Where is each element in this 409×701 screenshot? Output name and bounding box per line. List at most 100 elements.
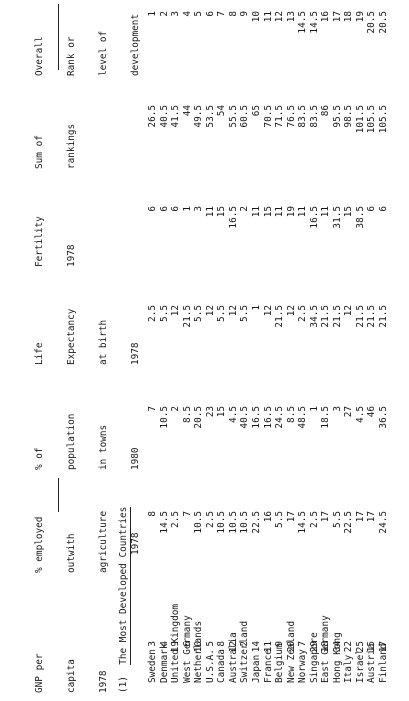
cell-life-expectancy: 12: [204, 305, 216, 317]
cell-population: 16.5: [250, 406, 262, 429]
cell-overall-rank: 17: [331, 11, 343, 23]
cell-fertility: 16.5: [308, 206, 320, 229]
cell-overall-rank: 9: [239, 11, 251, 17]
cell-overall-rank: 20.5: [378, 11, 389, 34]
cell-overall-rank: 16: [320, 11, 332, 23]
cell-population: 48.5: [297, 406, 309, 429]
table-row: East Germany 18 17 18.5 21.5 11 86 16: [320, 0, 331, 701]
table-row: Netherlands 10 10.5 20.5 5.5 3 49.5 5: [193, 0, 204, 701]
table-row: Israel 25 17 4.5 21.5 38.5 101.5 19: [355, 0, 366, 701]
table-row: Austria 15 17 46 21.5 6 105.5 20.5: [366, 0, 377, 701]
header-overall-rank: Overall Rank or level of development: [34, 13, 141, 76]
cell-employed: 2.5: [308, 511, 320, 528]
cell-overall-rank: 18: [343, 11, 355, 23]
table-row: Belgium 9 5.5 24.5 21.5 11 71.5 12: [274, 0, 285, 701]
cell-sum-of-rankings: 60.5: [239, 105, 251, 128]
cell-population: 46: [366, 406, 378, 418]
cell-sum-of-rankings: 71.5: [274, 105, 286, 128]
cell-gnp: 2: [239, 641, 251, 647]
cell-fertility: 1: [181, 206, 193, 212]
cell-gnp: 12: [227, 641, 239, 653]
cell-employed: 14.5: [158, 511, 170, 534]
cell-sum-of-rankings: 105.5: [378, 105, 389, 134]
cell-sum-of-rankings: 101.5: [354, 105, 366, 134]
cell-population: 20.5: [193, 406, 205, 429]
cell-overall-rank: 20.5: [366, 11, 378, 34]
rule-employed: [58, 478, 59, 512]
cell-life-expectancy: 12: [343, 305, 355, 317]
cell-fertility: 15: [262, 206, 274, 218]
cell-gnp: 22: [343, 641, 355, 653]
table-row: Finland 17 24.5 36.5 21.5 6 105.5 20.5: [378, 0, 389, 701]
cell-population: 7: [147, 406, 158, 412]
cell-life-expectancy: 12: [170, 305, 182, 317]
cell-life-expectancy: 21.5: [354, 305, 366, 328]
table-row: West Germany 6 7 8.5 21.5 1 44 4: [182, 0, 193, 701]
cell-gnp: 17: [378, 641, 389, 653]
cell-life-expectancy: 12: [285, 305, 297, 317]
table-row: Denmark 4 14.5 10.5 5.5 6 40.5 2: [159, 0, 170, 701]
cell-sum-of-rankings: 83.5: [297, 105, 309, 128]
table-row: Japan 14 22.5 16.5 1 11 65 10: [251, 0, 262, 701]
cell-population: 8.5: [181, 406, 193, 423]
table-row: Sweden 3 8 7 2.5 6 26.5 1: [147, 0, 158, 701]
cell-overall-rank: 1: [147, 11, 158, 17]
cell-fertility: 6: [158, 206, 170, 212]
cell-fertility: 15: [343, 206, 355, 218]
cell-sum-of-rankings: 86: [320, 105, 332, 117]
cell-population: 40.5: [239, 406, 251, 429]
cell-overall-rank: 14.5: [297, 11, 309, 34]
cell-sum-of-rankings: 53.5: [204, 105, 216, 128]
table-row: Australia 12 10.5 4.5 12 16.5 55.5 8: [228, 0, 239, 701]
cell-sum-of-rankings: 40.5: [158, 105, 170, 128]
cell-life-expectancy: 1: [250, 305, 262, 311]
table-row: U.S.A. 5 2.5 23 12 11 53.5 6: [205, 0, 216, 701]
cell-population: 2: [170, 406, 182, 412]
cell-life-expectancy: 21.5: [331, 305, 343, 328]
section-title: (1) The Most Developed Countries: [118, 506, 131, 693]
cell-overall-rank: 5: [193, 11, 205, 17]
rule-overall: [58, 4, 59, 70]
cell-life-expectancy: 21.5: [366, 305, 378, 328]
cell-fertility: 38.5: [354, 206, 366, 229]
cell-life-expectancy: 34.5: [308, 305, 320, 328]
cell-overall-rank: 19: [354, 11, 366, 23]
cell-sum-of-rankings: 49.5: [193, 105, 205, 128]
cell-life-expectancy: 5.5: [216, 305, 228, 322]
cell-sum-of-rankings: 95.5: [331, 105, 343, 128]
cell-gnp: 10: [193, 641, 205, 653]
cell-population: 3: [331, 406, 343, 412]
cell-population: 15: [216, 406, 228, 418]
cell-gnp: 18: [320, 641, 332, 653]
cell-gnp: 34: [331, 641, 343, 653]
cell-gnp: 7: [297, 641, 309, 647]
cell-overall-rank: 13: [285, 11, 297, 23]
cell-sum-of-rankings: 98.5: [343, 105, 355, 128]
cell-life-expectancy: 21.5: [320, 305, 332, 328]
table-row: Switzerland 2 10.5 40.5 5.5 2 60.5 9: [239, 0, 250, 701]
cell-gnp: 5: [204, 641, 216, 647]
cell-gnp: 25: [354, 641, 366, 653]
cell-life-expectancy: 5.5: [193, 305, 205, 322]
cell-employed: 5.5: [331, 511, 343, 528]
cell-fertility: 15: [216, 206, 228, 218]
cell-life-expectancy: 2.5: [297, 305, 309, 322]
cell-life-expectancy: 21.5: [181, 305, 193, 328]
cell-fertility: 6: [147, 206, 158, 212]
cell-population: 27: [343, 406, 355, 418]
cell-gnp: 8: [216, 641, 228, 647]
cell-sum-of-rankings: 105.5: [366, 105, 378, 134]
cell-employed: 16: [262, 511, 274, 523]
cell-population: 10.5: [158, 406, 170, 429]
cell-employed: 14.5: [297, 511, 309, 534]
header-fertility: Fertility 1978: [34, 216, 77, 267]
cell-life-expectancy: 5.5: [158, 305, 170, 322]
cell-sum-of-rankings: 54: [216, 105, 228, 117]
cell-employed: 10.5: [227, 511, 239, 534]
cell-population: 36.5: [378, 406, 389, 429]
cell-gnp: 4: [158, 641, 170, 647]
cell-fertility: 11: [274, 206, 286, 218]
cell-population: 16.5: [262, 406, 274, 429]
cell-employed: 2.5: [170, 511, 182, 528]
